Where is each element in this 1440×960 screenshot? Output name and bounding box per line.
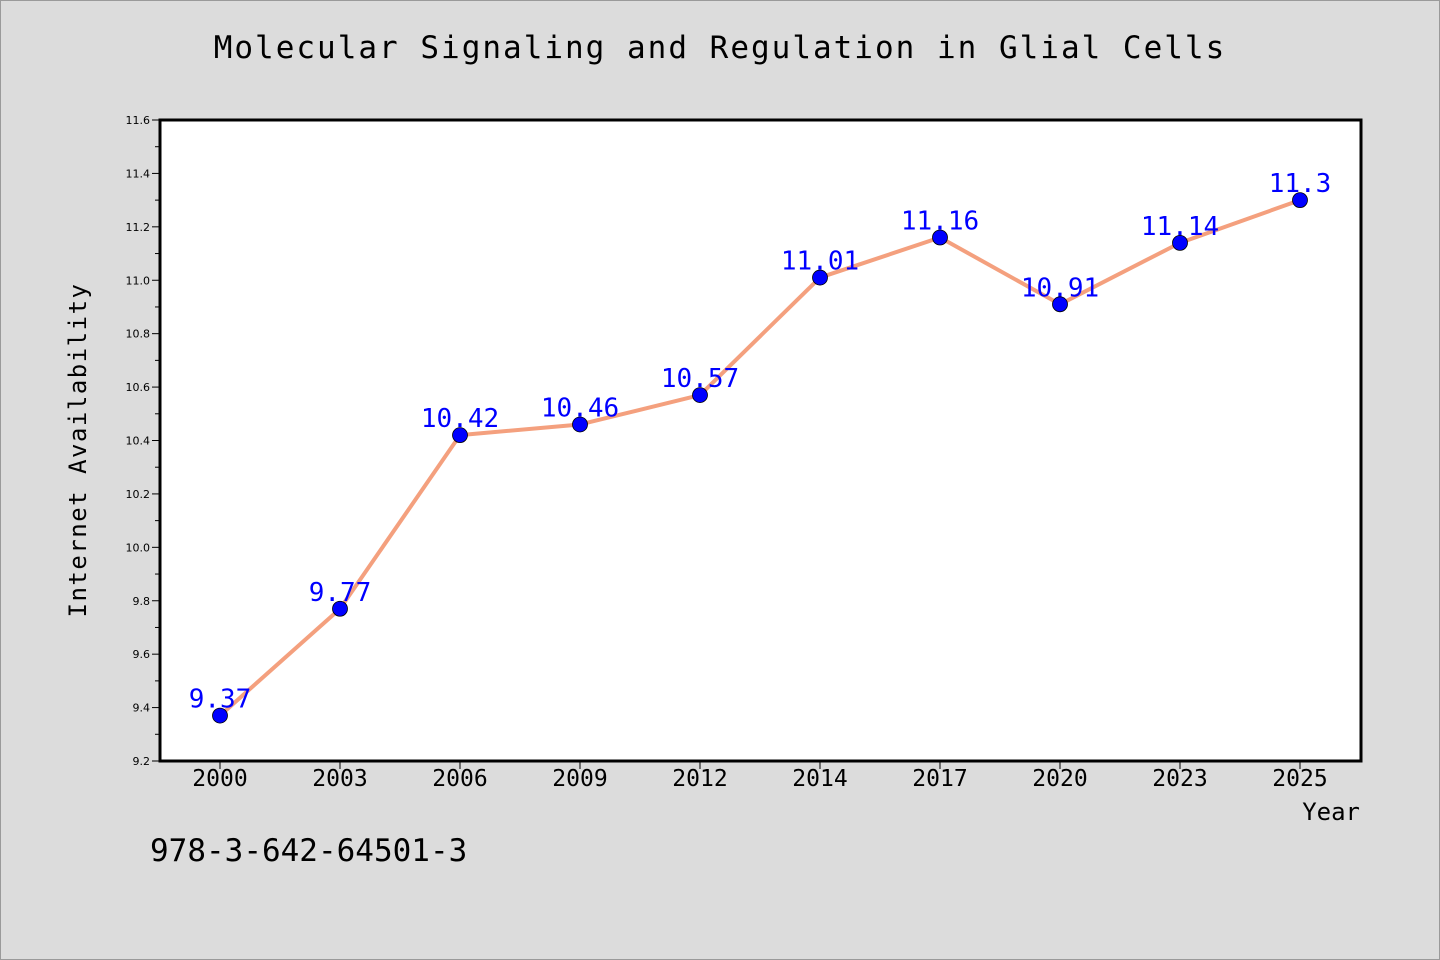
y-tick-label: 9.2 xyxy=(133,755,151,768)
x-axis-label: Year xyxy=(1302,798,1360,826)
data-point xyxy=(1052,296,1068,313)
y-axis: 9.2 9.4 9.6 9.8 10.0 10.2 10.4 10.6 10.8 11.0 11.2… xyxy=(126,114,160,768)
x-tick-label: 2020 xyxy=(1032,766,1087,792)
y-tick-label: 10.0 xyxy=(126,541,151,554)
y-tick-label: 9.4 xyxy=(133,702,151,715)
data-label: 11.3 xyxy=(1269,169,1332,199)
chart-title: Molecular Signaling and Regulation in Gl… xyxy=(213,30,1227,66)
data-point xyxy=(212,707,228,724)
y-tick-label: 10.2 xyxy=(126,488,151,501)
data-label: 11.14 xyxy=(1141,212,1219,242)
data-point xyxy=(1172,234,1188,251)
y-tick-label: 10.4 xyxy=(126,435,151,448)
data-label: 10.46 xyxy=(541,393,619,423)
y-tick-label: 11.4 xyxy=(126,167,151,180)
x-tick-label: 2009 xyxy=(552,766,607,792)
x-tick-label: 2014 xyxy=(792,766,847,792)
data-point xyxy=(812,269,828,286)
series-line xyxy=(218,198,1301,718)
series-group: 9.37 9.77 10.42 10.46 10.57 11.01 11.16 10.91 11… xyxy=(189,169,1332,724)
data-label: 10.57 xyxy=(661,364,739,394)
data-label: 9.77 xyxy=(309,578,372,608)
data-point xyxy=(572,416,588,433)
y-tick-label: 9.8 xyxy=(133,595,151,608)
isbn-text: 978-3-642-64501-3 xyxy=(150,833,468,869)
y-tick-label: 10.8 xyxy=(126,328,151,341)
data-point xyxy=(1292,192,1308,209)
data-point xyxy=(692,387,708,403)
data-label: 11.01 xyxy=(781,247,859,277)
x-tick-label: 2012 xyxy=(672,766,727,792)
data-point xyxy=(932,229,948,246)
x-axis: 2000 2003 2006 2009 2012 2014 2017 2020 2023 2025 xyxy=(192,761,1328,792)
y-tick-label: 11.2 xyxy=(126,221,151,234)
data-label: 11.16 xyxy=(901,207,979,237)
data-point xyxy=(332,600,348,617)
y-tick-label: 11.0 xyxy=(126,274,151,287)
y-tick-label: 10.6 xyxy=(126,381,151,394)
y-tick-label: 11.6 xyxy=(126,114,151,127)
x-tick-label: 2006 xyxy=(432,766,487,792)
x-tick-label: 2003 xyxy=(312,766,367,792)
y-axis-label: Internet Availability xyxy=(64,283,92,618)
data-point xyxy=(452,427,468,444)
x-tick-label: 2017 xyxy=(912,766,967,792)
x-tick-label: 2025 xyxy=(1272,766,1327,792)
data-label: 10.42 xyxy=(421,404,499,434)
data-label: 10.91 xyxy=(1021,273,1099,303)
x-tick-label: 2023 xyxy=(1152,766,1207,792)
plot-area xyxy=(158,118,1363,763)
x-tick-label: 2000 xyxy=(192,766,247,792)
data-label: 9.37 xyxy=(189,685,252,715)
y-tick-label: 9.6 xyxy=(133,648,151,661)
